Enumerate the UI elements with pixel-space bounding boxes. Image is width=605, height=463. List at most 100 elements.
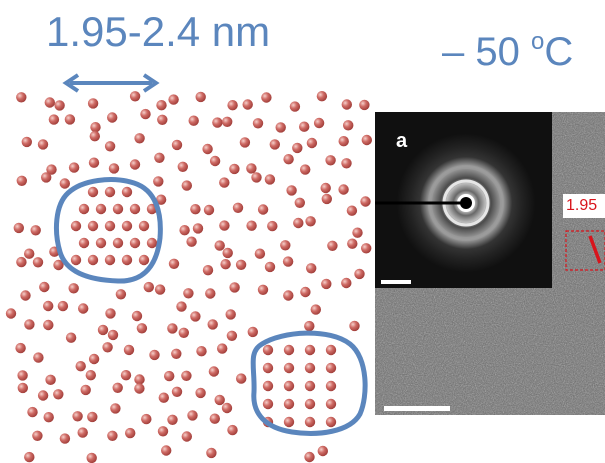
atom: [352, 227, 363, 238]
atom: [300, 286, 311, 298]
ordered-atom: [262, 362, 274, 374]
atom: [21, 136, 32, 148]
atom: [107, 430, 118, 441]
atom: [129, 159, 141, 170]
atom: [188, 115, 199, 126]
atom: [306, 137, 318, 149]
atom: [171, 348, 182, 359]
atom: [196, 346, 207, 357]
ordered-atom: [121, 186, 133, 198]
atom: [20, 290, 31, 301]
atom: [161, 445, 172, 456]
atom: [195, 387, 206, 399]
atom: [219, 220, 230, 231]
atom: [226, 330, 238, 341]
atom: [45, 374, 56, 385]
atom: [341, 158, 352, 169]
atom: [167, 414, 178, 425]
atom: [125, 427, 136, 439]
atom: [129, 91, 141, 102]
inset-scale-bar: [381, 280, 411, 284]
panel-letter: a: [396, 130, 408, 152]
atom: [168, 258, 180, 269]
ordered-atom: [87, 220, 99, 232]
atom: [206, 447, 217, 459]
atom: [257, 284, 269, 295]
atom: [341, 277, 352, 289]
temperature-unit: C: [544, 30, 574, 74]
ordered-atom: [304, 362, 316, 374]
atom: [232, 202, 244, 213]
atom: [190, 311, 201, 322]
atom: [43, 319, 54, 331]
ordered-atom: [283, 398, 295, 410]
atom: [134, 374, 145, 385]
atom: [171, 139, 183, 151]
atom: [68, 162, 80, 173]
atom: [313, 117, 325, 129]
atom: [16, 175, 27, 186]
atom: [37, 390, 49, 401]
atom: [17, 370, 28, 381]
atom: [57, 300, 69, 312]
atom: [120, 370, 132, 381]
atom: [208, 366, 220, 377]
atom: [85, 370, 97, 381]
atom: [320, 182, 331, 194]
double-arrow-icon: [62, 73, 160, 93]
atom: [24, 319, 35, 330]
atom: [283, 154, 294, 165]
atom: [89, 131, 101, 142]
ordered-atom: [129, 203, 141, 215]
atom: [33, 352, 44, 363]
ordered-atom: [112, 203, 124, 215]
red-line-marker: [565, 230, 605, 271]
atom: [217, 343, 228, 354]
atom: [205, 288, 216, 299]
atom: [346, 205, 358, 216]
atom: [235, 259, 247, 270]
atom: [327, 240, 338, 251]
atom: [190, 204, 201, 215]
atom: [155, 194, 167, 205]
atom: [227, 424, 238, 436]
atom: [305, 216, 316, 227]
atom: [264, 261, 276, 273]
atom: [157, 114, 168, 126]
atom: [187, 410, 198, 421]
ordered-atom: [146, 237, 158, 249]
atom: [310, 304, 321, 315]
atom: [88, 157, 100, 168]
atom: [78, 303, 89, 314]
atom: [115, 289, 127, 300]
atom: [214, 394, 225, 406]
atom: [32, 257, 44, 268]
ordered-atom: [325, 344, 337, 356]
atom: [154, 284, 166, 295]
atom: [43, 300, 54, 312]
atom: [87, 411, 98, 423]
atom: [219, 177, 230, 188]
atom: [321, 278, 332, 290]
atom: [300, 164, 311, 175]
atom: [107, 112, 118, 123]
atom: [149, 349, 160, 361]
ordered-atom: [304, 380, 316, 392]
atom: [269, 139, 280, 150]
atom: [347, 238, 358, 249]
ordered-atom: [104, 186, 116, 198]
atom: [168, 94, 179, 105]
atom: [53, 389, 64, 400]
atom: [282, 256, 294, 267]
atom: [225, 309, 236, 320]
atom: [64, 114, 76, 125]
atom: [212, 117, 223, 128]
atom: [39, 281, 50, 293]
atom: [77, 427, 88, 438]
ordered-atom: [283, 362, 295, 374]
ordered-cluster-outline-upper: [54, 177, 163, 284]
atom: [48, 114, 60, 125]
atom: [86, 452, 97, 463]
atom: [54, 100, 65, 111]
